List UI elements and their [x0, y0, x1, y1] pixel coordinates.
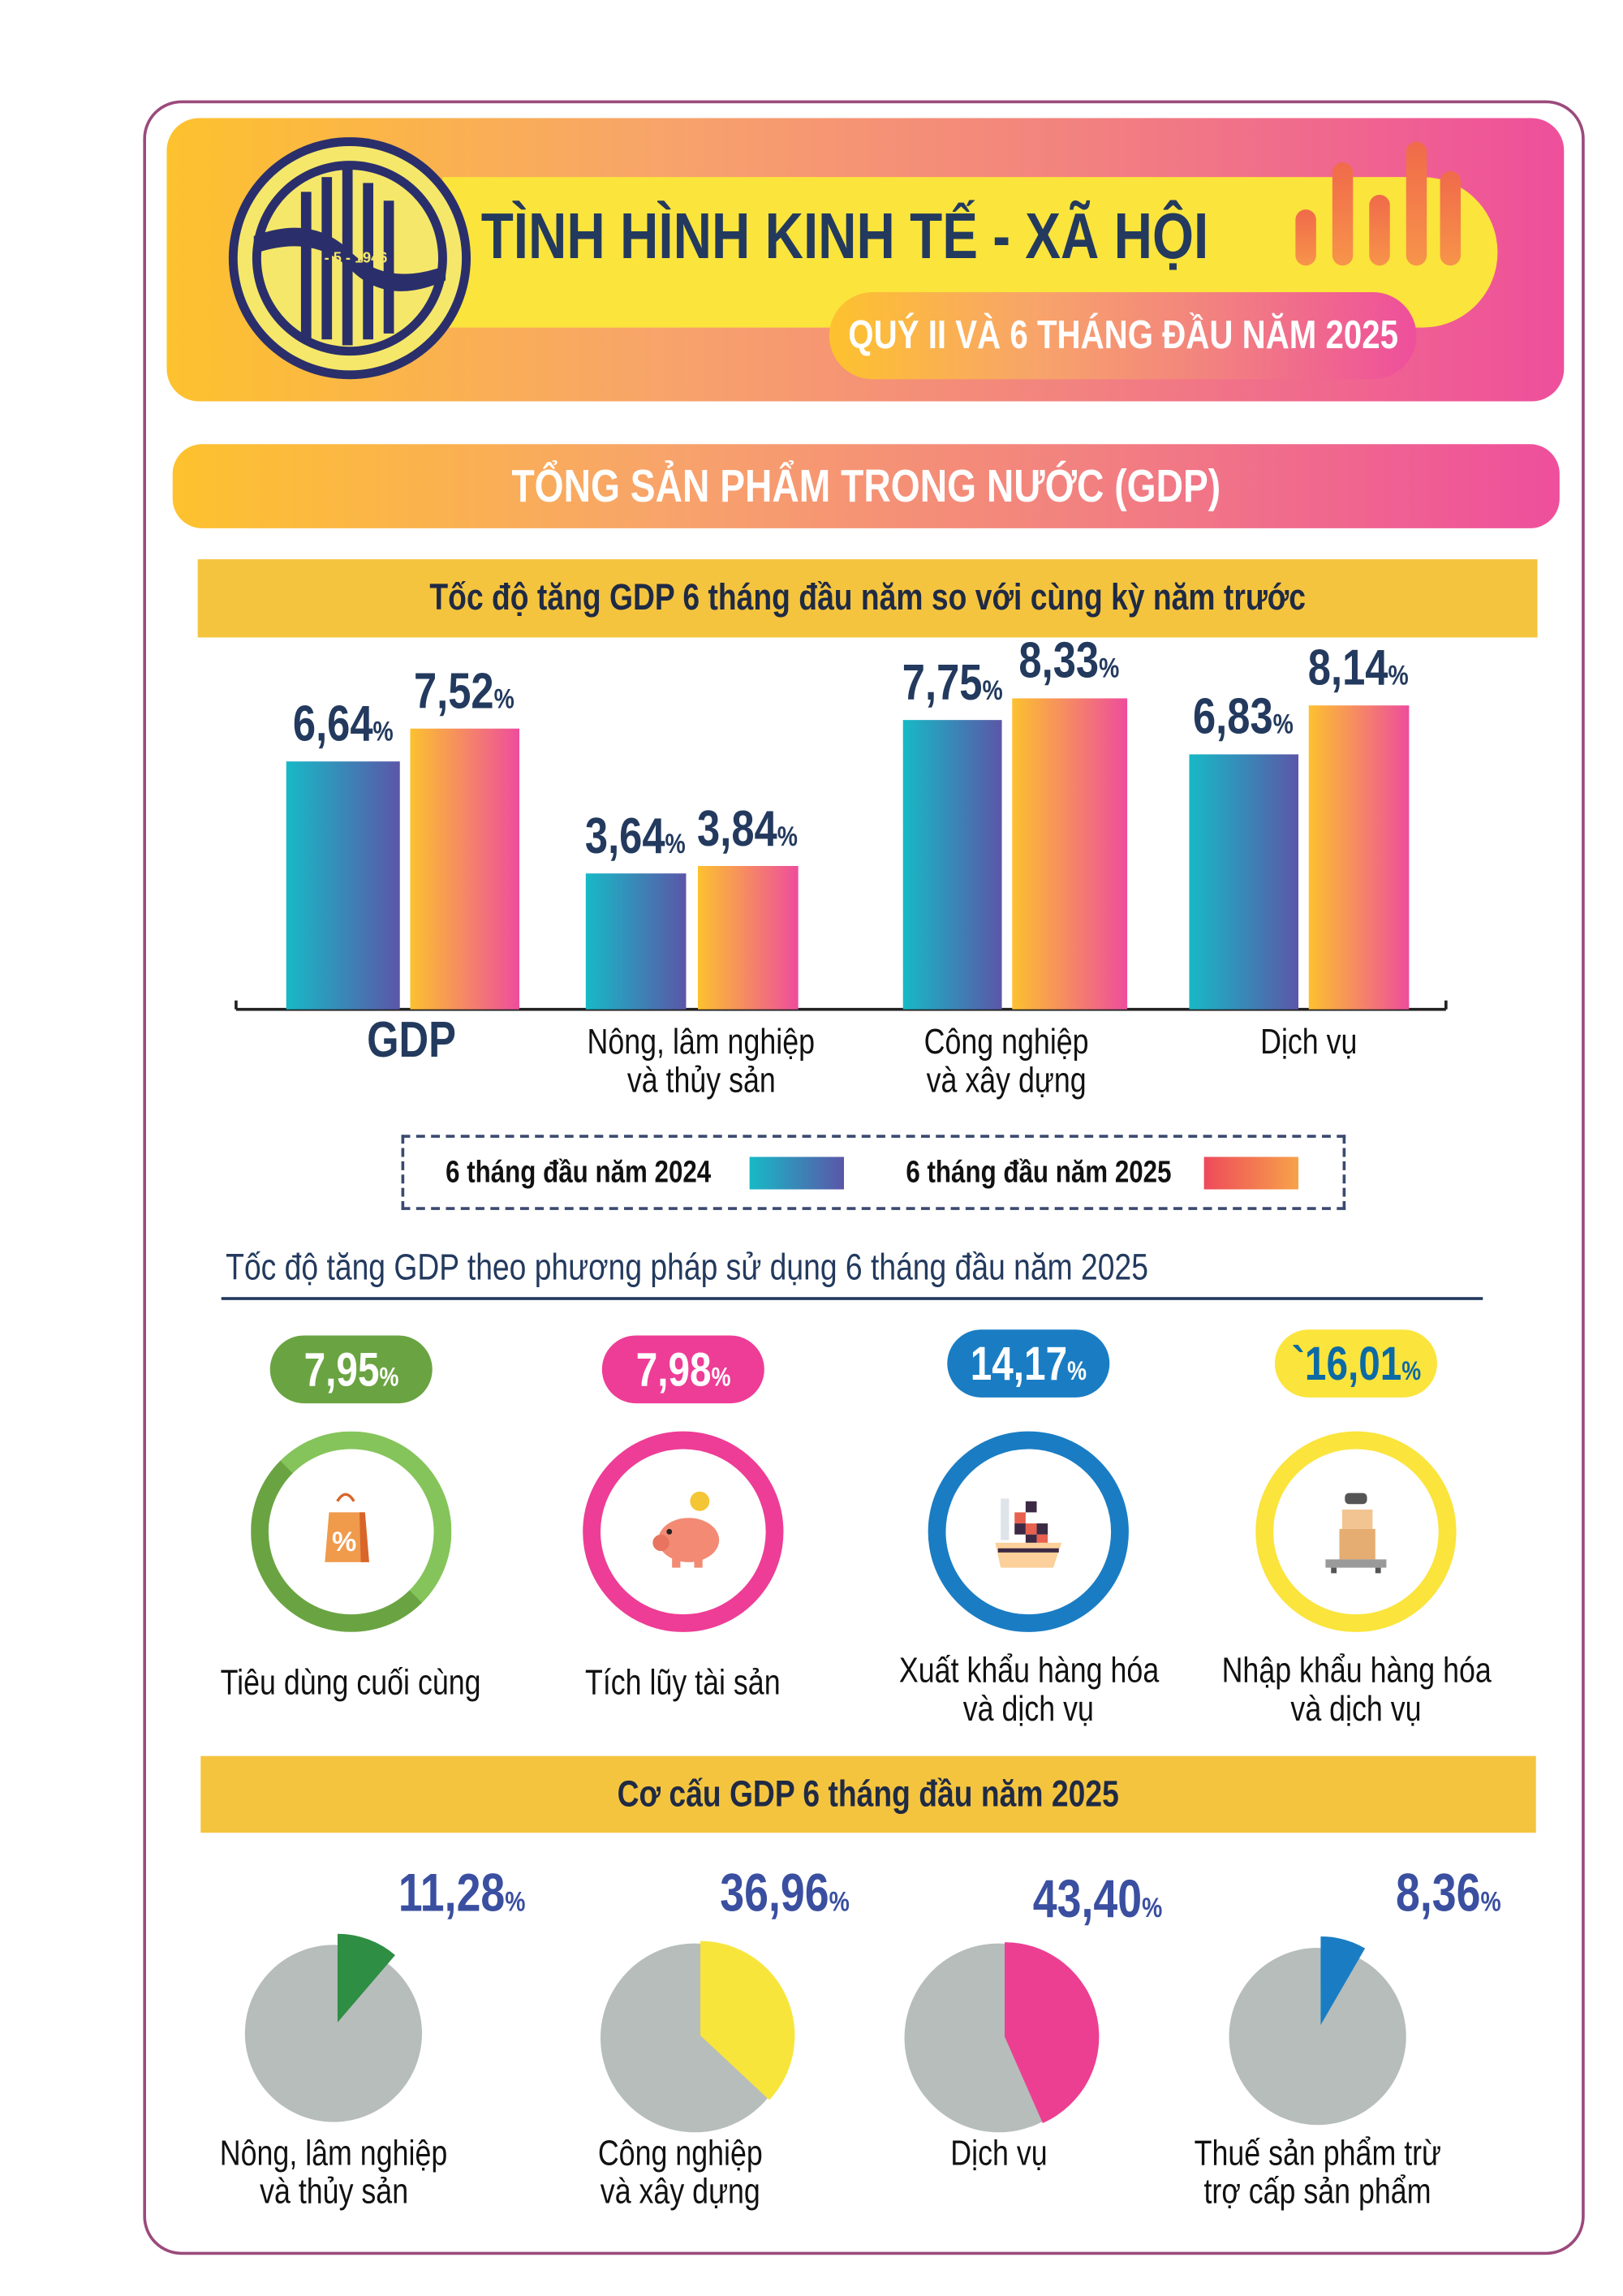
- legend-swatch-2025: [1203, 1157, 1299, 1190]
- structure-value: 43,40%: [1032, 1867, 1163, 1929]
- bar-2025-1: [698, 866, 799, 1010]
- usage-label: Xuất khẩu hàng hóa và dịch vụ: [898, 1651, 1159, 1730]
- usage-value-pill: 7,98%: [601, 1335, 764, 1404]
- structure-pie: [904, 1942, 1100, 2133]
- structure-label: Nông, lâm nghiệp và thủy sản: [219, 2134, 448, 2212]
- structure-value: 11,28%: [398, 1862, 526, 1923]
- structure-pie: [1229, 1936, 1406, 2126]
- legend-label-2024: 6 tháng đầu năm 2024: [446, 1155, 712, 1190]
- structure-pie: [601, 1941, 795, 2133]
- usage-label: Tiêu dùng cuối cùng: [221, 1663, 482, 1704]
- pie-slice-value: [1005, 1942, 1100, 2123]
- structure-value: 8,36%: [1396, 1862, 1501, 1923]
- usage-ring: [583, 1431, 784, 1632]
- pie-slice-rest: [1229, 1948, 1406, 2126]
- gso-logo: 6 - 5 - 1946: [228, 137, 471, 380]
- pie-slice-value: [700, 1941, 795, 2100]
- usage-label: Nhập khẩu hàng hóa và dịch vụ: [1220, 1651, 1492, 1730]
- structure-title: Cơ cấu GDP 6 tháng đầu năm 2025: [200, 1755, 1536, 1833]
- pie-slice-rest: [244, 1945, 423, 2122]
- usage-value-pill: `16,01%: [1274, 1329, 1437, 1398]
- category-label: Nông, lâm nghiệp và thủy sản: [587, 1023, 815, 1101]
- category-label: Công nghiệp và xây dựng: [923, 1023, 1089, 1101]
- section-title: TỔNG SẢN PHẨM TRONG NƯỚC (GDP): [172, 444, 1560, 528]
- scale-boxes-icon: [1325, 1493, 1387, 1574]
- bar-2025-0: [410, 728, 520, 1010]
- bar-2025-3: [1308, 705, 1410, 1010]
- category-label: Dịch vụ: [1260, 1023, 1358, 1063]
- structure-label: Thuế sản phẩm trừ trợ cấp sản phẩm: [1194, 2134, 1441, 2212]
- bar-value-label: 8,33%: [1019, 633, 1121, 690]
- usage-ring: [928, 1431, 1129, 1632]
- bar-value-label: 3,64%: [585, 808, 687, 865]
- gdp-growth-bar-chart: [235, 698, 1448, 1011]
- cargo-ship-icon: [995, 1498, 1062, 1568]
- structure-label: Công nghiệp và xây dựng: [597, 2134, 763, 2212]
- structure-value: 36,96%: [720, 1862, 850, 1923]
- page-frame: [143, 100, 1585, 2255]
- structure-label: Dịch vụ: [950, 2134, 1048, 2174]
- pie-slice-value: [1320, 1936, 1366, 2026]
- bar-value-label: 7,75%: [902, 655, 1003, 712]
- bar-2024-3: [1189, 754, 1299, 1010]
- bar-chart-icon: [1295, 141, 1462, 266]
- bar-value-label: 6,83%: [1193, 689, 1294, 746]
- usage-ring: [1255, 1431, 1457, 1632]
- piggy-bank-icon: [652, 1491, 720, 1568]
- structure-pie: [244, 1933, 423, 2122]
- chart-legend: 6 tháng đầu năm 2024 6 tháng đầu năm 202…: [401, 1135, 1346, 1210]
- usage-ring: %: [251, 1431, 452, 1632]
- bar-value-label: 7,52%: [414, 663, 515, 720]
- usage-label: Tích lũy tài sản: [585, 1663, 781, 1704]
- category-label: GDP: [367, 1012, 457, 1069]
- legend-swatch-2024: [749, 1157, 845, 1190]
- subtitle-pill: QUÝ II VÀ 6 THÁNG ĐẦU NĂM 2025: [829, 292, 1417, 380]
- logo-date: 6 - 5 - 1946: [312, 250, 387, 266]
- chart-title: Tốc độ tăng GDP 6 tháng đầu năm so với c…: [197, 559, 1538, 638]
- usage-value-pill: 7,95%: [269, 1335, 433, 1404]
- bar-value-label: 3,84%: [697, 800, 799, 858]
- usage-value-pill: 14,17%: [947, 1329, 1110, 1398]
- bar-value-label: 8,14%: [1308, 640, 1410, 697]
- usage-title: Tốc độ tăng GDP theo phương pháp sử dụng…: [226, 1247, 1148, 1289]
- shopping-bag-icon: %: [325, 1493, 369, 1562]
- svg-text:%: %: [332, 1527, 356, 1557]
- bar-2025-2: [1012, 698, 1128, 1010]
- legend-label-2025: 6 tháng đầu năm 2025: [906, 1155, 1172, 1190]
- bar-2024-1: [585, 873, 687, 1010]
- bar-value-label: 6,64%: [292, 696, 394, 753]
- page-title: TÌNH HÌNH KINH TẾ - XÃ HỘI: [480, 200, 1209, 274]
- usage-title-underline: [221, 1297, 1483, 1300]
- pie-slice-value: [337, 1933, 395, 2022]
- bar-2024-2: [902, 720, 1002, 1010]
- bar-2024-0: [286, 761, 400, 1010]
